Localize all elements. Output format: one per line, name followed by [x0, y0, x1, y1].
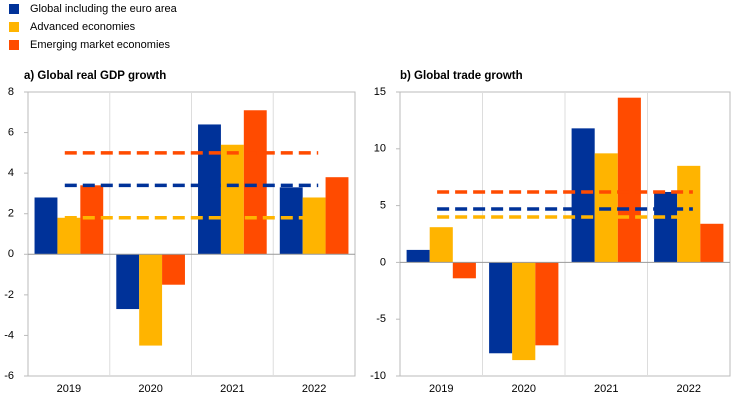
legend-swatch [9, 22, 19, 32]
y-tick-label: 0 [380, 256, 386, 268]
bar [116, 254, 140, 310]
y-tick-label: 0 [8, 248, 14, 260]
x-tick-label: 2021 [220, 383, 244, 395]
chart-title: a) Global real GDP growth [24, 70, 166, 82]
y-tick-label: -5 [376, 313, 386, 325]
x-tick-label: 2020 [138, 383, 162, 395]
bar [198, 124, 221, 255]
y-tick-label: -6 [4, 370, 14, 382]
x-tick-label: 2022 [302, 383, 326, 395]
y-tick-label: -10 [370, 370, 386, 382]
x-tick-label: 2019 [429, 383, 453, 395]
bar [139, 254, 163, 346]
bar [429, 227, 453, 263]
bar [279, 187, 303, 255]
bar [325, 177, 349, 255]
bar [535, 262, 559, 346]
y-tick-label: 10 [374, 143, 386, 155]
bar [654, 191, 678, 263]
bar [452, 262, 476, 279]
bar [80, 185, 104, 255]
y-tick-label: -4 [4, 329, 14, 341]
bar [34, 197, 58, 255]
y-tick-label: 6 [8, 126, 14, 138]
bar [617, 97, 641, 263]
legend-label: Emerging market economies [30, 39, 171, 51]
y-tick-label: 15 [374, 86, 386, 98]
x-tick-label: 2020 [512, 383, 536, 395]
y-tick-label: 2 [8, 208, 14, 220]
chart-title: b) Global trade growth [400, 70, 523, 82]
bar [677, 165, 701, 263]
y-tick-label: 8 [8, 86, 14, 98]
bar [162, 254, 185, 285]
x-tick-label: 2021 [594, 383, 618, 395]
y-tick-label: 4 [8, 167, 14, 179]
legend-label: Advanced economies [30, 21, 136, 33]
bar [571, 128, 595, 263]
bar [512, 262, 536, 361]
y-tick-label: 5 [380, 200, 386, 212]
bar [57, 217, 81, 255]
bar [700, 223, 724, 263]
bar [220, 144, 244, 255]
legend-swatch [9, 4, 19, 14]
x-tick-label: 2019 [57, 383, 81, 395]
bar [243, 110, 267, 255]
bar [406, 249, 430, 263]
y-tick-label: -2 [4, 289, 14, 301]
legend-label: Global including the euro area [30, 3, 178, 15]
x-tick-label: 2022 [677, 383, 701, 395]
legend-swatch [9, 40, 19, 50]
bar [302, 197, 326, 255]
bar [489, 262, 513, 354]
